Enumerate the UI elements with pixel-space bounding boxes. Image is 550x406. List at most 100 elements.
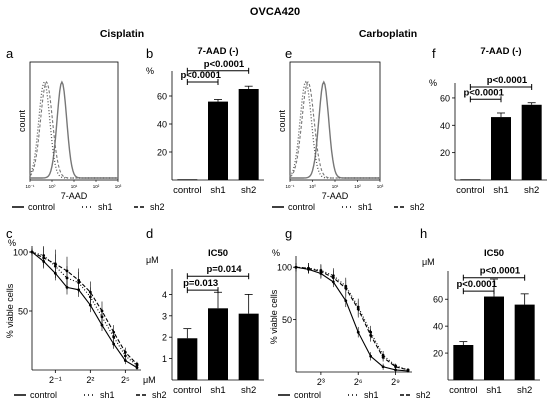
y-axis-label: count [277,109,287,132]
bar-control [453,345,474,380]
p-value-label: p=0.013 [183,278,218,289]
bar-sh1 [484,296,504,380]
panel-f-7aad-bar-chart: f 7-AAD (-)% 20 40 60 control sh1 sh2 p<0.0001p<… [429,46,547,196]
histogram-sh1 [289,80,380,179]
histogram-control [290,80,380,179]
bar-sh2 [238,313,259,380]
legend-label-sh2: sh2 [150,202,165,212]
category-label-sh1: sh1 [210,385,225,396]
histogram-sh2 [289,81,380,179]
histogram-sh1 [29,80,118,179]
panel-e-flow-histogram: e 10⁻¹ 10⁰ 10¹ 10² 10³ count 7-AAD control sh1 sh2 [272,46,425,212]
y-unit-label: % [272,248,280,258]
panel-letter-g: g [285,226,292,241]
x-tick-label: 10⁰ [49,184,56,189]
x-tick-label: 10⁻¹ [286,184,295,189]
point-sh2 [344,286,348,290]
y-axis-label: count [17,109,27,132]
point-sh2 [112,330,116,334]
x-axis-label: 7-AAD [322,191,349,201]
x-tick-label: 10⁻¹ [26,184,35,189]
curve-control [31,251,138,369]
panel-letter-e: e [285,46,292,61]
y-unit-label: μM [146,255,159,265]
y-tick-label: 40 [440,121,450,131]
x-unit-label: μM [143,375,156,385]
y-axis-label: % viable cells [5,283,15,338]
point-control [344,299,348,303]
point-sh2 [100,309,104,313]
point-sh2 [319,270,323,273]
bar-sh2 [514,304,535,380]
point-sh2 [77,278,81,282]
bar-control [177,179,198,181]
y-tick-label: 60 [440,93,450,103]
x-tick-label: 2² [86,375,94,385]
group-title-carboplatin: Carboplatin [359,28,417,40]
y-unit-label: % [146,66,154,76]
chart-title: 7-AAD (-) [197,46,238,57]
curve-control [295,266,409,372]
legend-label-control: control [288,202,315,212]
bar-sh2 [238,89,259,180]
p-value-label: p<0.0001 [463,87,504,98]
curve-sh2 [295,266,409,371]
y-tick-label: 3 [162,311,167,321]
histogram-sh2 [29,81,118,179]
y-tick-label: 20 [440,148,450,158]
y-axis-label: % viable cells [269,289,279,344]
x-tick-label: 2⁶ [354,377,363,387]
point-sh2 [307,266,310,270]
bar-sh1 [491,117,511,180]
point-sh2 [123,350,127,354]
point-control [394,368,397,372]
legend-label-sh2: sh2 [416,390,431,400]
bar-sh1 [208,308,228,380]
p-value-label: p<0.0001 [480,266,521,277]
legend-label-control: control [30,390,57,400]
curve-sh1 [31,251,138,366]
y-tick-label: 40 [433,322,443,332]
point-control [356,330,360,334]
legend-label-control: control [294,390,321,400]
y-tick-label: 50 [18,307,28,317]
legend-label-sh1: sh1 [358,202,373,212]
bar-sh2 [521,104,542,180]
panel-d-ic50-bar-chart: d IC50 μM 1 2 3 4 control sh1 sh2 p=0.013 p=0.014 [146,226,264,396]
x-axis-label: 7-AAD [61,191,88,201]
y-tick-label: 1 [162,354,167,364]
point-sh2 [65,269,69,273]
plot-frame [29,61,119,181]
category-label-control: control [449,385,478,396]
point-control [369,354,373,358]
panel-letter-h: h [420,226,427,241]
chart-title: IC50 [208,248,228,259]
bar-sh1 [208,101,228,180]
x-tick-label: 10¹ [71,184,78,189]
point-sh2 [369,333,373,337]
x-tick-label: 2⁻¹ [49,375,62,385]
category-label-sh1: sh1 [493,185,508,196]
category-label-control: control [173,385,202,396]
panel-letter-f: f [432,46,436,61]
point-sh2 [88,290,92,294]
point-control [381,365,385,369]
curve-sh2 [31,251,138,365]
y-tick-label: 4 [162,290,167,300]
point-sh2 [406,368,410,372]
chart-title: 7-AAD (-) [480,46,521,57]
panel-b-7aad-bar-chart: b 7-AAD (-)% 20 40 60 control sh1 sh2 p<0.0001p<… [146,46,264,196]
x-tick-label: 2⁵ [121,375,130,385]
y-tick-label: 20 [433,349,443,359]
point-sh2 [42,256,46,260]
p-value-label: p<0.0001 [487,75,528,86]
y-tick-label: 20 [157,148,167,158]
panel-letter-c: c [6,226,13,241]
panel-g-viability-curve: g 50 100% % viable cells 2³ 2⁶ 2⁹ control sh1 sh2 [269,226,431,400]
legend-label-control: control [28,202,55,212]
category-label-sh2: sh2 [241,385,256,396]
x-tick-label: 10² [354,184,361,189]
panel-letter-b: b [146,46,153,61]
x-tick-label: 10² [93,184,100,189]
